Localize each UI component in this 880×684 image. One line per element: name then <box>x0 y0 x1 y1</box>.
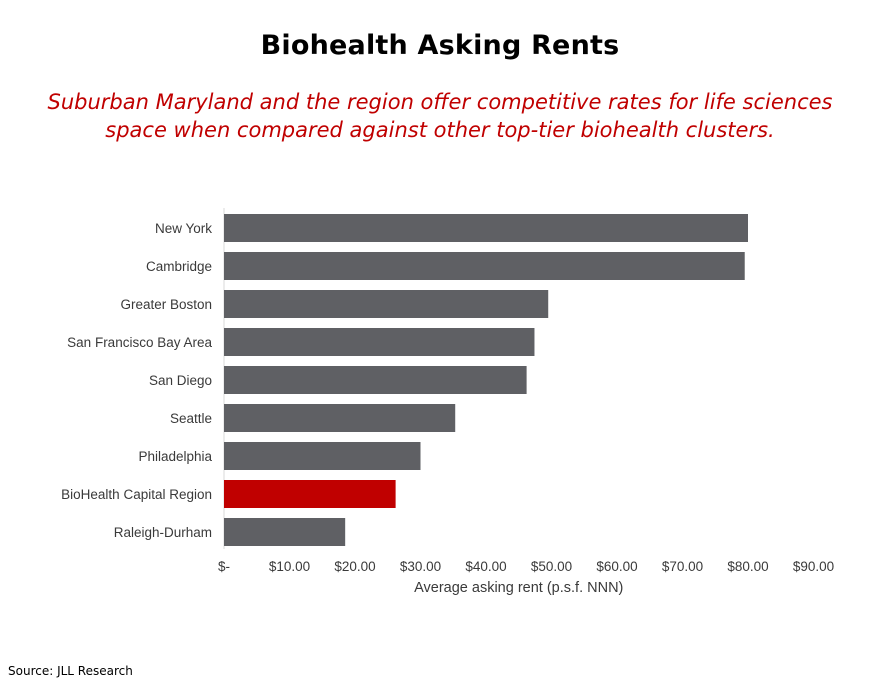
bar-raleigh-durham <box>224 518 346 546</box>
bar-cambridge <box>224 252 745 280</box>
bar-biohealth-capital-region <box>224 480 396 508</box>
category-label: Cambridge <box>146 259 212 274</box>
bar-philadelphia <box>224 442 421 470</box>
x-tick-label: $30.00 <box>400 559 441 574</box>
bar-greater-boston <box>224 290 549 318</box>
chart-subtitle: Suburban Maryland and the region offer c… <box>47 90 833 142</box>
bar-seattle <box>224 404 456 432</box>
x-tick-label: $40.00 <box>465 559 506 574</box>
bar-san-diego <box>224 366 527 394</box>
source-note: Source: JLL Research <box>8 664 133 678</box>
category-label: Philadelphia <box>138 449 212 464</box>
category-label: Seattle <box>170 411 212 426</box>
x-tick-label: $80.00 <box>727 559 768 574</box>
category-label: San Francisco Bay Area <box>67 335 212 350</box>
x-tick-label: $20.00 <box>334 559 375 574</box>
x-tick-label: $60.00 <box>596 559 637 574</box>
category-label: San Diego <box>149 373 212 388</box>
category-label: Greater Boston <box>120 297 212 312</box>
bar-san-francisco-bay-area <box>224 328 535 356</box>
x-tick-label: $90.00 <box>793 559 834 574</box>
category-label: New York <box>155 221 212 236</box>
chart-title: Biohealth Asking Rents <box>260 30 620 61</box>
x-tick-label: $70.00 <box>662 559 703 574</box>
x-tick-label: $- <box>218 559 230 574</box>
x-tick-label: $10.00 <box>269 559 310 574</box>
category-label: Raleigh-Durham <box>114 525 212 540</box>
bar-new-york <box>224 214 748 242</box>
x-axis-title: Average asking rent (p.s.f. NNN) <box>414 580 623 596</box>
category-label: BioHealth Capital Region <box>61 487 212 502</box>
x-tick-label: $50.00 <box>531 559 572 574</box>
